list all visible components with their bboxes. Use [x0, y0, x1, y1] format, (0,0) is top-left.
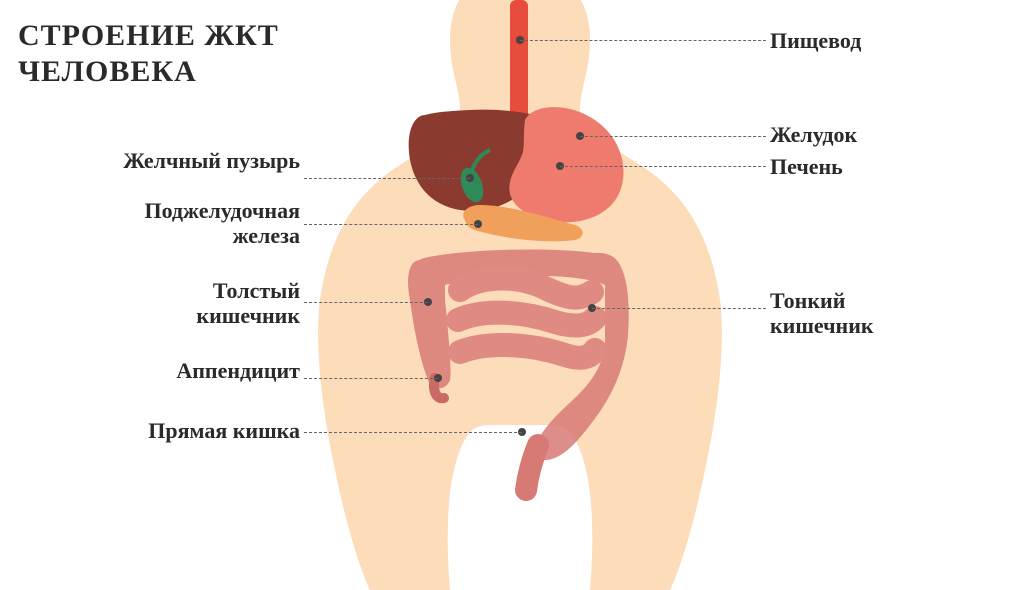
leader-gallbladder	[304, 178, 470, 179]
label-text: кишечник	[196, 303, 300, 328]
label-text: железа	[233, 223, 300, 248]
label-pancreas: Поджелудочнаяжелеза	[144, 198, 300, 249]
organs-group	[310, 0, 730, 530]
label-text: Пищевод	[770, 28, 861, 53]
label-gallbladder: Желчный пузырь	[123, 148, 300, 173]
stomach	[509, 107, 623, 222]
leader-esophagus	[520, 40, 766, 41]
label-large_intestine: Толстыйкишечник	[196, 278, 300, 329]
small-intestine	[458, 278, 595, 357]
diagram-title: СТРОЕНИЕ ЖКТ ЧЕЛОВЕКА	[18, 18, 279, 90]
label-text: Поджелудочная	[144, 198, 300, 223]
leader-pancreas	[304, 224, 478, 225]
label-small_intestine: Тонкийкишечник	[770, 288, 874, 339]
label-text: Желчный пузырь	[123, 148, 300, 173]
leader-liver	[560, 166, 766, 167]
leader-stomach	[580, 136, 766, 137]
label-esophagus: Пищевод	[770, 28, 861, 53]
label-text: Толстый	[213, 278, 300, 303]
label-stomach: Желудок	[770, 122, 857, 147]
label-liver: Печень	[770, 154, 843, 179]
label-text: кишечник	[770, 313, 874, 338]
leader-small_intestine	[592, 308, 766, 309]
label-text: Печень	[770, 154, 843, 179]
label-text: Аппендицит	[176, 358, 300, 383]
label-text: Прямая кишка	[148, 418, 300, 443]
leader-appendix	[304, 378, 438, 379]
leader-large_intestine	[304, 302, 428, 303]
rectum	[526, 445, 538, 490]
title-line1: СТРОЕНИЕ ЖКТ	[18, 19, 279, 52]
leader-rectum	[304, 432, 522, 433]
label-text: Тонкий	[770, 288, 845, 313]
title-line2: ЧЕЛОВЕКА	[18, 55, 197, 88]
label-appendix: Аппендицит	[176, 358, 300, 383]
label-text: Желудок	[770, 122, 857, 147]
label-rectum: Прямая кишка	[148, 418, 300, 443]
